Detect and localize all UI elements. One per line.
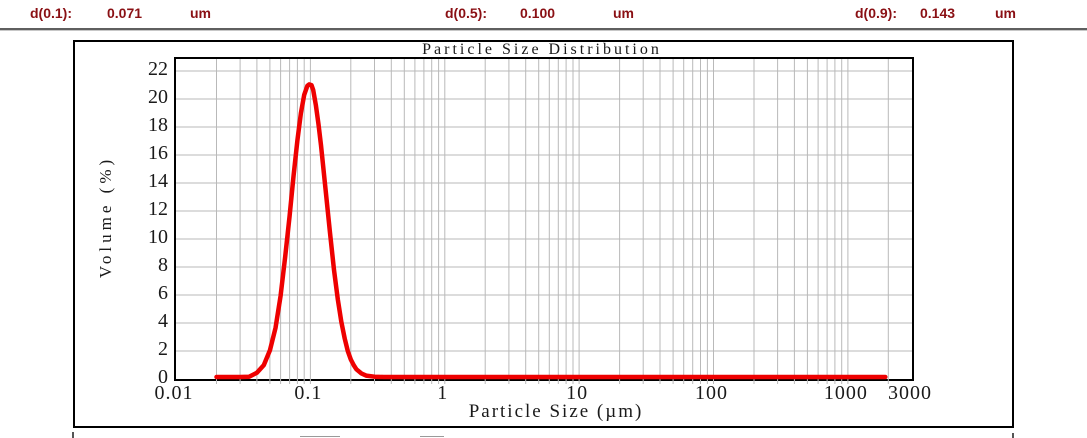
y-tick-label: 14 <box>148 170 168 193</box>
d10-value: 0.071 <box>107 5 143 21</box>
x-tick-label: 3000 <box>888 382 932 404</box>
y-tick-label: 18 <box>148 114 168 137</box>
distribution-curve-canvas <box>176 59 912 384</box>
x-tick-label: 0.1 <box>294 382 323 404</box>
table-edge-remnant <box>420 436 444 437</box>
x-tick-label: 1 <box>437 382 449 404</box>
d10-unit: um <box>190 5 211 21</box>
table-edge-remnant <box>1012 433 1014 438</box>
d50-label: d(0.5): <box>445 5 487 21</box>
y-tick-label: 10 <box>148 226 168 249</box>
d90-label: d(0.9): <box>855 5 897 21</box>
y-tick-label: 20 <box>148 86 168 109</box>
table-edge-remnant <box>72 432 74 438</box>
volume-curve <box>214 82 888 380</box>
table-edge-remnant <box>300 436 340 437</box>
header-divider <box>0 28 1087 31</box>
d90-value: 0.143 <box>920 5 956 21</box>
d50-unit: um <box>613 5 634 21</box>
x-axis-title: Particle Size (µm) <box>468 401 644 422</box>
d50-value: 0.100 <box>520 5 556 21</box>
y-tick-label: 0 <box>158 366 168 388</box>
plot-area <box>174 57 914 384</box>
x-tick-label: 0.01 <box>154 382 194 404</box>
x-tick-label: 100 <box>695 382 728 404</box>
y-tick-label: 16 <box>148 142 168 165</box>
y-tick-label: 22 <box>148 58 168 81</box>
x-tick-label: 1000 <box>823 382 868 404</box>
chart-frame <box>73 40 1014 428</box>
chart-title: Particle Size Distribution <box>422 41 662 58</box>
d10-label: d(0.1): <box>30 5 72 21</box>
y-tick-label: 12 <box>148 198 168 221</box>
y-tick-label: 2 <box>158 338 168 360</box>
y-tick-label: 8 <box>158 254 168 276</box>
y-tick-label: 6 <box>158 282 168 304</box>
y-tick-label: 4 <box>158 310 168 332</box>
d90-unit: um <box>995 5 1016 21</box>
x-tick-label: 10 <box>566 382 589 404</box>
